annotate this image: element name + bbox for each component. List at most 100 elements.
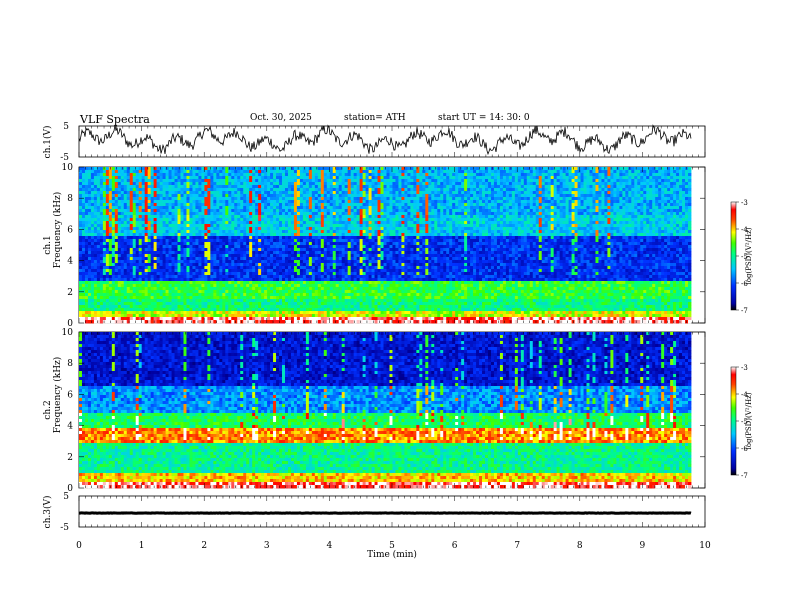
spectrogram-cell (183, 182, 187, 186)
spectrogram-cell (514, 233, 519, 237)
spectrogram-cell (535, 185, 540, 189)
spectrogram-cell (135, 173, 140, 177)
spectrogram-cell (583, 200, 587, 204)
spectrogram-cell (646, 191, 650, 195)
spectrogram-cell (407, 209, 411, 213)
spectrogram-cell (338, 227, 343, 231)
spectrogram-cell (123, 218, 128, 222)
spectrogram-cell (240, 179, 244, 183)
spectrogram-cell (535, 197, 540, 201)
spectrogram-cell (273, 233, 277, 237)
spectrogram-cell (213, 197, 217, 201)
spectrogram-cell (490, 197, 495, 201)
spectrogram-cell (141, 206, 146, 210)
spectrogram-cell (111, 167, 116, 171)
spectrogram-cell (240, 173, 244, 177)
spectrogram-cell (96, 230, 101, 234)
spectrogram-cell (252, 218, 256, 222)
spectrogram-cell (547, 206, 552, 210)
spectrogram-cell (682, 176, 686, 180)
spectrogram-cell (505, 194, 510, 198)
spectrogram-cell (595, 203, 599, 207)
spectrogram-cell (84, 176, 89, 180)
spectrogram-cell (550, 200, 555, 204)
spectrogram-cell (368, 194, 372, 198)
spectrogram-cell (347, 197, 352, 201)
spectrogram-cell (685, 197, 689, 201)
spectrogram-cell (290, 233, 295, 237)
spectrogram-cell (404, 227, 408, 231)
spectrogram-cell (282, 218, 286, 222)
spectrogram-cell (607, 170, 611, 174)
spectrogram-cell (347, 194, 352, 198)
spectrogram-cell (538, 218, 543, 222)
spectrogram-cell (586, 218, 590, 222)
spectrogram-cell (452, 206, 456, 210)
spectrogram-cell (547, 212, 552, 216)
spectrogram-cell (222, 230, 226, 234)
spectrogram-cell (559, 230, 564, 234)
spectrogram-cell (520, 224, 525, 228)
spectrogram-cell (177, 200, 181, 204)
spectrogram-cell (589, 206, 593, 210)
spectrogram-cell (440, 233, 444, 237)
spectrogram-cell (667, 197, 671, 201)
spectrogram-cell (296, 188, 301, 192)
spectrogram-cell (264, 236, 268, 240)
spectrogram-cell (682, 215, 686, 219)
spectrogram-cell (120, 236, 125, 240)
spectrogram-cell (353, 197, 358, 201)
spectrogram-cell (505, 167, 510, 171)
spectrogram-cell (150, 197, 155, 201)
spectrogram-cell (174, 224, 178, 228)
spectrogram-cell (485, 206, 489, 210)
spectrogram-cell (353, 230, 358, 234)
spectrogram-cell (302, 200, 307, 204)
spectrogram-cell (252, 170, 256, 174)
spectrogram-cell (467, 167, 471, 171)
spectrogram-cell (96, 233, 101, 237)
spectrogram-cell (505, 227, 510, 231)
spectrogram-cell (386, 185, 390, 189)
spectrogram-cell (231, 176, 235, 180)
spectrogram-cell (183, 194, 187, 198)
spectrogram-cell (556, 173, 561, 177)
spectrogram-cell (410, 224, 414, 228)
spectrogram-cell (496, 209, 501, 213)
spectrogram-cell (93, 176, 98, 180)
spectrogram-cell (213, 173, 217, 177)
spectrogram-cell (467, 209, 471, 213)
spectrogram-cell (419, 224, 423, 228)
spectrogram-cell (619, 170, 623, 174)
spectrogram-cell (296, 194, 301, 198)
spectrogram-cell (174, 203, 178, 207)
spectrogram-cell (261, 176, 265, 180)
spectrogram-cell (637, 176, 641, 180)
spectrogram-cell (201, 185, 205, 189)
spectrogram-cell (314, 230, 319, 234)
spectrogram-cell (371, 218, 375, 222)
spectrogram-cell (511, 212, 516, 216)
spectrogram-cell (419, 218, 423, 222)
spectrogram-cell (431, 197, 435, 201)
spectrogram-cell (559, 215, 564, 219)
spectrogram-cell (461, 167, 465, 171)
spectrogram-cell (305, 176, 310, 180)
spectrogram-cell (664, 188, 668, 192)
spectrogram-cell (688, 167, 692, 171)
spectrogram-cell (479, 215, 483, 219)
spectrogram-cell (664, 167, 668, 171)
spectrogram-cell (634, 224, 638, 228)
spectrogram-cell (374, 197, 378, 201)
spectrogram-cell (425, 173, 429, 177)
spectrogram-cell (604, 230, 608, 234)
spectrogram-cell (517, 209, 522, 213)
spectrogram-cell (508, 191, 513, 195)
spectrogram-cell (556, 215, 561, 219)
spectrogram-cell (604, 185, 608, 189)
spectrogram-cell (225, 188, 229, 192)
spectrogram-cell (428, 182, 432, 186)
spectrogram-cell (168, 236, 172, 240)
spectrogram-cell (84, 239, 89, 243)
spectrogram-cell (679, 215, 683, 219)
